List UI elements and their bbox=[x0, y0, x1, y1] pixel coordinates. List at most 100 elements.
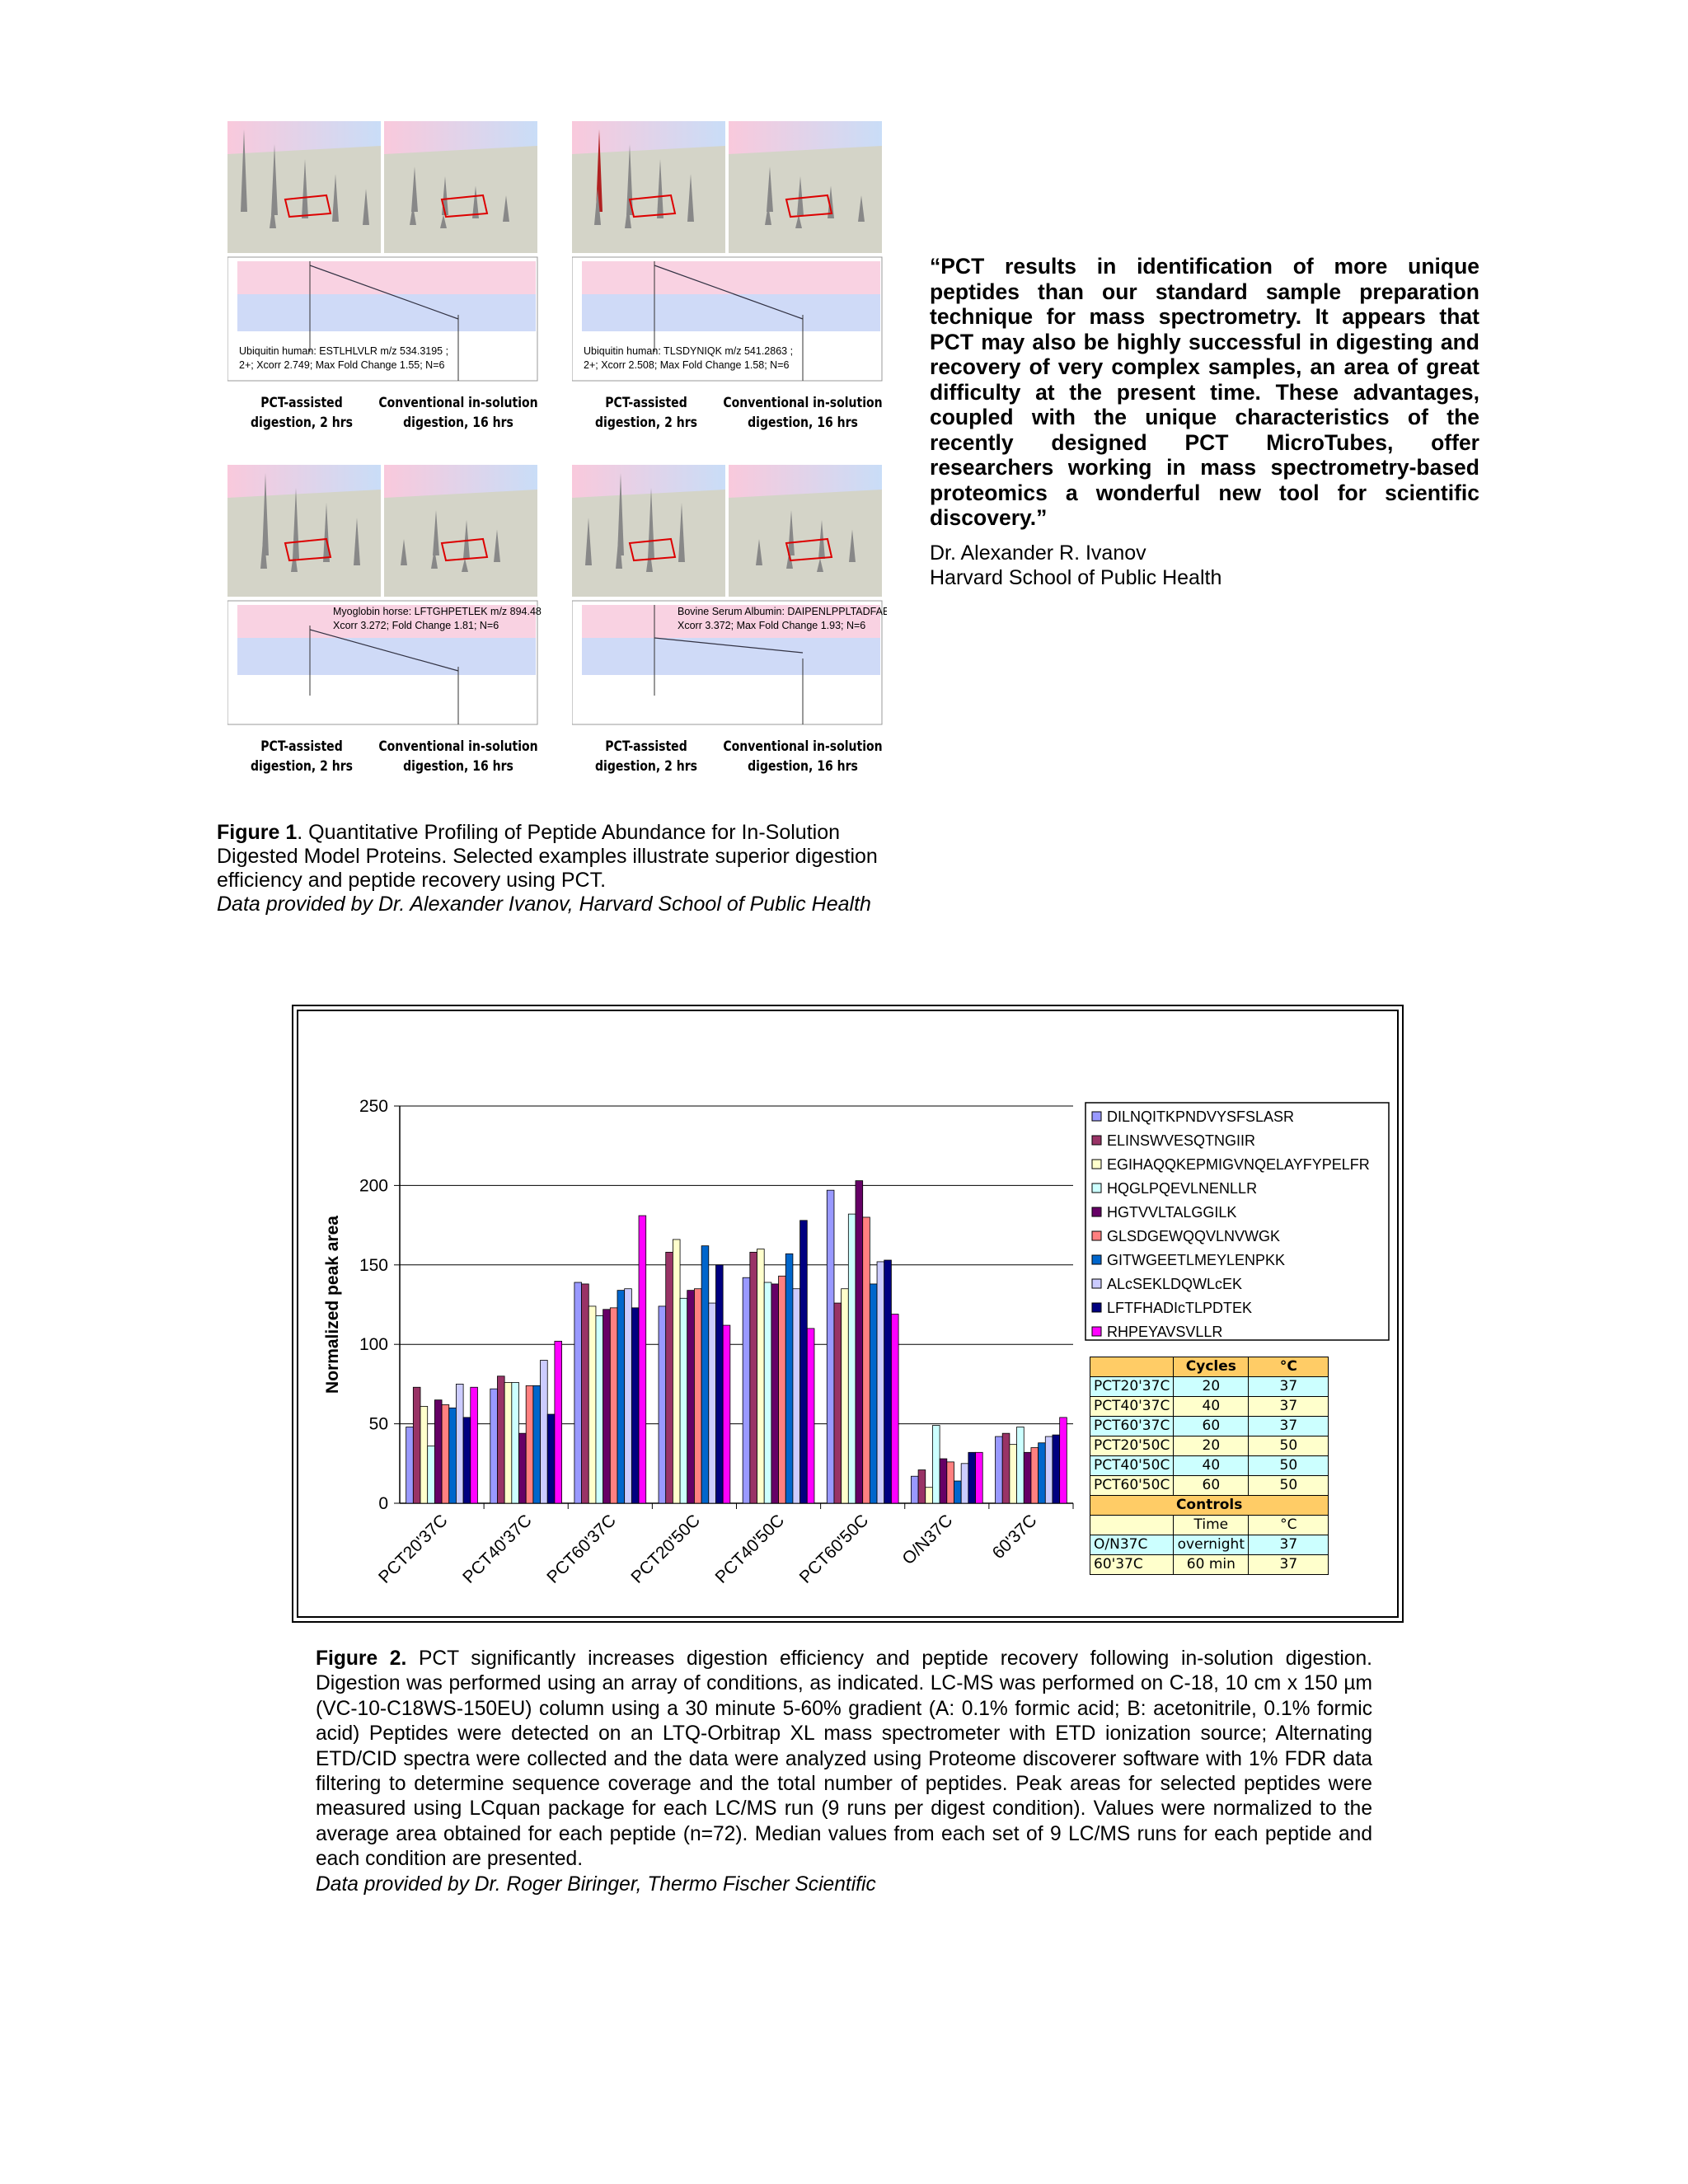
bar bbox=[631, 1307, 640, 1504]
band-blue bbox=[582, 638, 880, 675]
bar bbox=[975, 1451, 983, 1504]
bar bbox=[1030, 1447, 1039, 1504]
bar bbox=[763, 1282, 772, 1504]
peak bbox=[410, 204, 416, 225]
bar bbox=[876, 1261, 885, 1504]
bar bbox=[799, 1220, 808, 1504]
peak bbox=[433, 510, 439, 555]
peak bbox=[440, 214, 447, 228]
bar bbox=[624, 1288, 632, 1504]
figure-1-caption: Figure 1. Quantitative Profiling of Pept… bbox=[217, 821, 926, 916]
bar bbox=[1009, 1444, 1017, 1504]
bar bbox=[833, 1302, 842, 1504]
legend-swatch bbox=[1091, 1302, 1102, 1313]
panel-label: Conventional in-solution bbox=[378, 738, 538, 754]
legend-swatch bbox=[1091, 1111, 1102, 1122]
table-header: Cycles bbox=[1173, 1357, 1250, 1377]
bar bbox=[603, 1309, 611, 1504]
peak bbox=[795, 214, 802, 228]
table-row: PCT60'37C 60 37 bbox=[1089, 1416, 1329, 1436]
panel-label: digestion, 2 hrs bbox=[251, 758, 353, 774]
bar bbox=[1016, 1427, 1025, 1504]
legend-label: HQGLPQEVLNENLLR bbox=[1107, 1180, 1257, 1197]
table-cell: 37 bbox=[1248, 1396, 1329, 1417]
panel-plot: Ubiquitin human: ESTLHLVLR m/z 534.3195 … bbox=[227, 121, 538, 382]
bar bbox=[658, 1305, 667, 1504]
figure-2-caption: Figure 2. PCT significantly increases di… bbox=[316, 1647, 1372, 1897]
bar bbox=[609, 1307, 618, 1504]
caption-text: . Quantitative Profiling of Peptide Abun… bbox=[217, 821, 878, 892]
peak bbox=[472, 185, 479, 218]
bar bbox=[884, 1259, 892, 1504]
table-cell: overnight bbox=[1173, 1535, 1250, 1555]
peak bbox=[411, 166, 418, 212]
caption-label: Figure 1 bbox=[217, 821, 298, 844]
table-cell: 20 bbox=[1173, 1436, 1250, 1456]
peak bbox=[626, 144, 633, 215]
table-row: PCT20'37C 20 37 bbox=[1089, 1376, 1329, 1397]
bar bbox=[441, 1404, 450, 1504]
bar bbox=[742, 1277, 751, 1504]
annotation: 2+; Xcorr 2.508; Max Fold Change 1.58; N… bbox=[584, 359, 789, 371]
panel-label: digestion, 16 hrs bbox=[403, 758, 513, 774]
peak bbox=[817, 558, 823, 572]
table-header: °C bbox=[1248, 1357, 1329, 1377]
panel-label: PCT-assisted bbox=[260, 738, 343, 754]
bar bbox=[412, 1386, 421, 1504]
table-row: PCT20'50C 20 50 bbox=[1089, 1436, 1329, 1456]
legend-label: RHPEYAVSVLLR bbox=[1107, 1324, 1222, 1340]
table-cell: 20 bbox=[1173, 1376, 1250, 1397]
conditions-table: Cycles °C PCT20'37C 20 37 PCT40'37C 40 37 PCT60'… bbox=[1089, 1357, 1329, 1575]
table-cell: 50 bbox=[1248, 1455, 1329, 1476]
bar bbox=[778, 1275, 786, 1504]
peak bbox=[858, 195, 865, 222]
table-cell: 60'37C bbox=[1089, 1554, 1175, 1575]
panel-label: digestion, 16 hrs bbox=[748, 758, 858, 774]
table-cell: 37 bbox=[1248, 1554, 1329, 1575]
surface bbox=[572, 146, 725, 253]
controls-title: Controls bbox=[1089, 1495, 1329, 1516]
quote-author: Dr. Alexander R. Ivanov bbox=[930, 541, 1146, 565]
quote: “PCT results in identification of more u… bbox=[930, 254, 1479, 530]
peak bbox=[270, 204, 276, 228]
annotation: Bovine Serum Albumin: DAIPENLPPLTADFAEDK… bbox=[678, 606, 887, 617]
table-cell bbox=[1089, 1357, 1175, 1377]
bar bbox=[462, 1417, 471, 1504]
region bbox=[628, 537, 677, 562]
y-tick-label: 0 bbox=[378, 1494, 388, 1513]
caption-label: Figure 2. bbox=[316, 1647, 407, 1670]
region bbox=[628, 194, 677, 218]
peak bbox=[828, 185, 834, 218]
bar bbox=[679, 1297, 688, 1504]
y-axis-label: Normalized peak area bbox=[323, 1216, 342, 1394]
legend-label: LFTFHADIcTLPDTEK bbox=[1107, 1300, 1252, 1316]
bar-chart: Normalized peak area 0 50 100 150 200 250 PCT2… bbox=[292, 1005, 1404, 1623]
region bbox=[284, 194, 332, 218]
panel-label: Conventional in-solution bbox=[723, 738, 883, 754]
legend-label: GITWGEETLMEYLENPKK bbox=[1107, 1252, 1285, 1268]
panel-plot: Bovine Serum Albumin: DAIPENLPPLTADFAEDK… bbox=[572, 465, 887, 725]
bar bbox=[911, 1475, 919, 1504]
bar bbox=[456, 1384, 464, 1504]
bar bbox=[497, 1376, 505, 1504]
bar bbox=[525, 1385, 534, 1504]
bar bbox=[855, 1180, 864, 1504]
legend-swatch bbox=[1091, 1183, 1102, 1193]
annotation: Ubiquitin human: ESTLHLVLR m/z 534.3195 … bbox=[239, 345, 448, 357]
caption-credit: Data provided by Dr. Alexander Ivanov, H… bbox=[217, 893, 871, 916]
region bbox=[284, 537, 332, 562]
legend-label: HGTVVLTALGGILK bbox=[1107, 1204, 1236, 1221]
bar bbox=[1001, 1432, 1010, 1504]
band-pink bbox=[582, 261, 880, 294]
bar bbox=[968, 1451, 976, 1504]
peak bbox=[503, 195, 509, 222]
band-blue bbox=[237, 638, 536, 675]
bar bbox=[672, 1239, 681, 1504]
chart-frame-inner bbox=[297, 1010, 1399, 1618]
bar bbox=[960, 1463, 969, 1504]
panel-label: PCT-assisted bbox=[605, 395, 687, 410]
table-cell: 40 bbox=[1173, 1396, 1250, 1417]
bar bbox=[708, 1302, 716, 1504]
trend bbox=[309, 629, 459, 672]
trend bbox=[654, 265, 804, 320]
